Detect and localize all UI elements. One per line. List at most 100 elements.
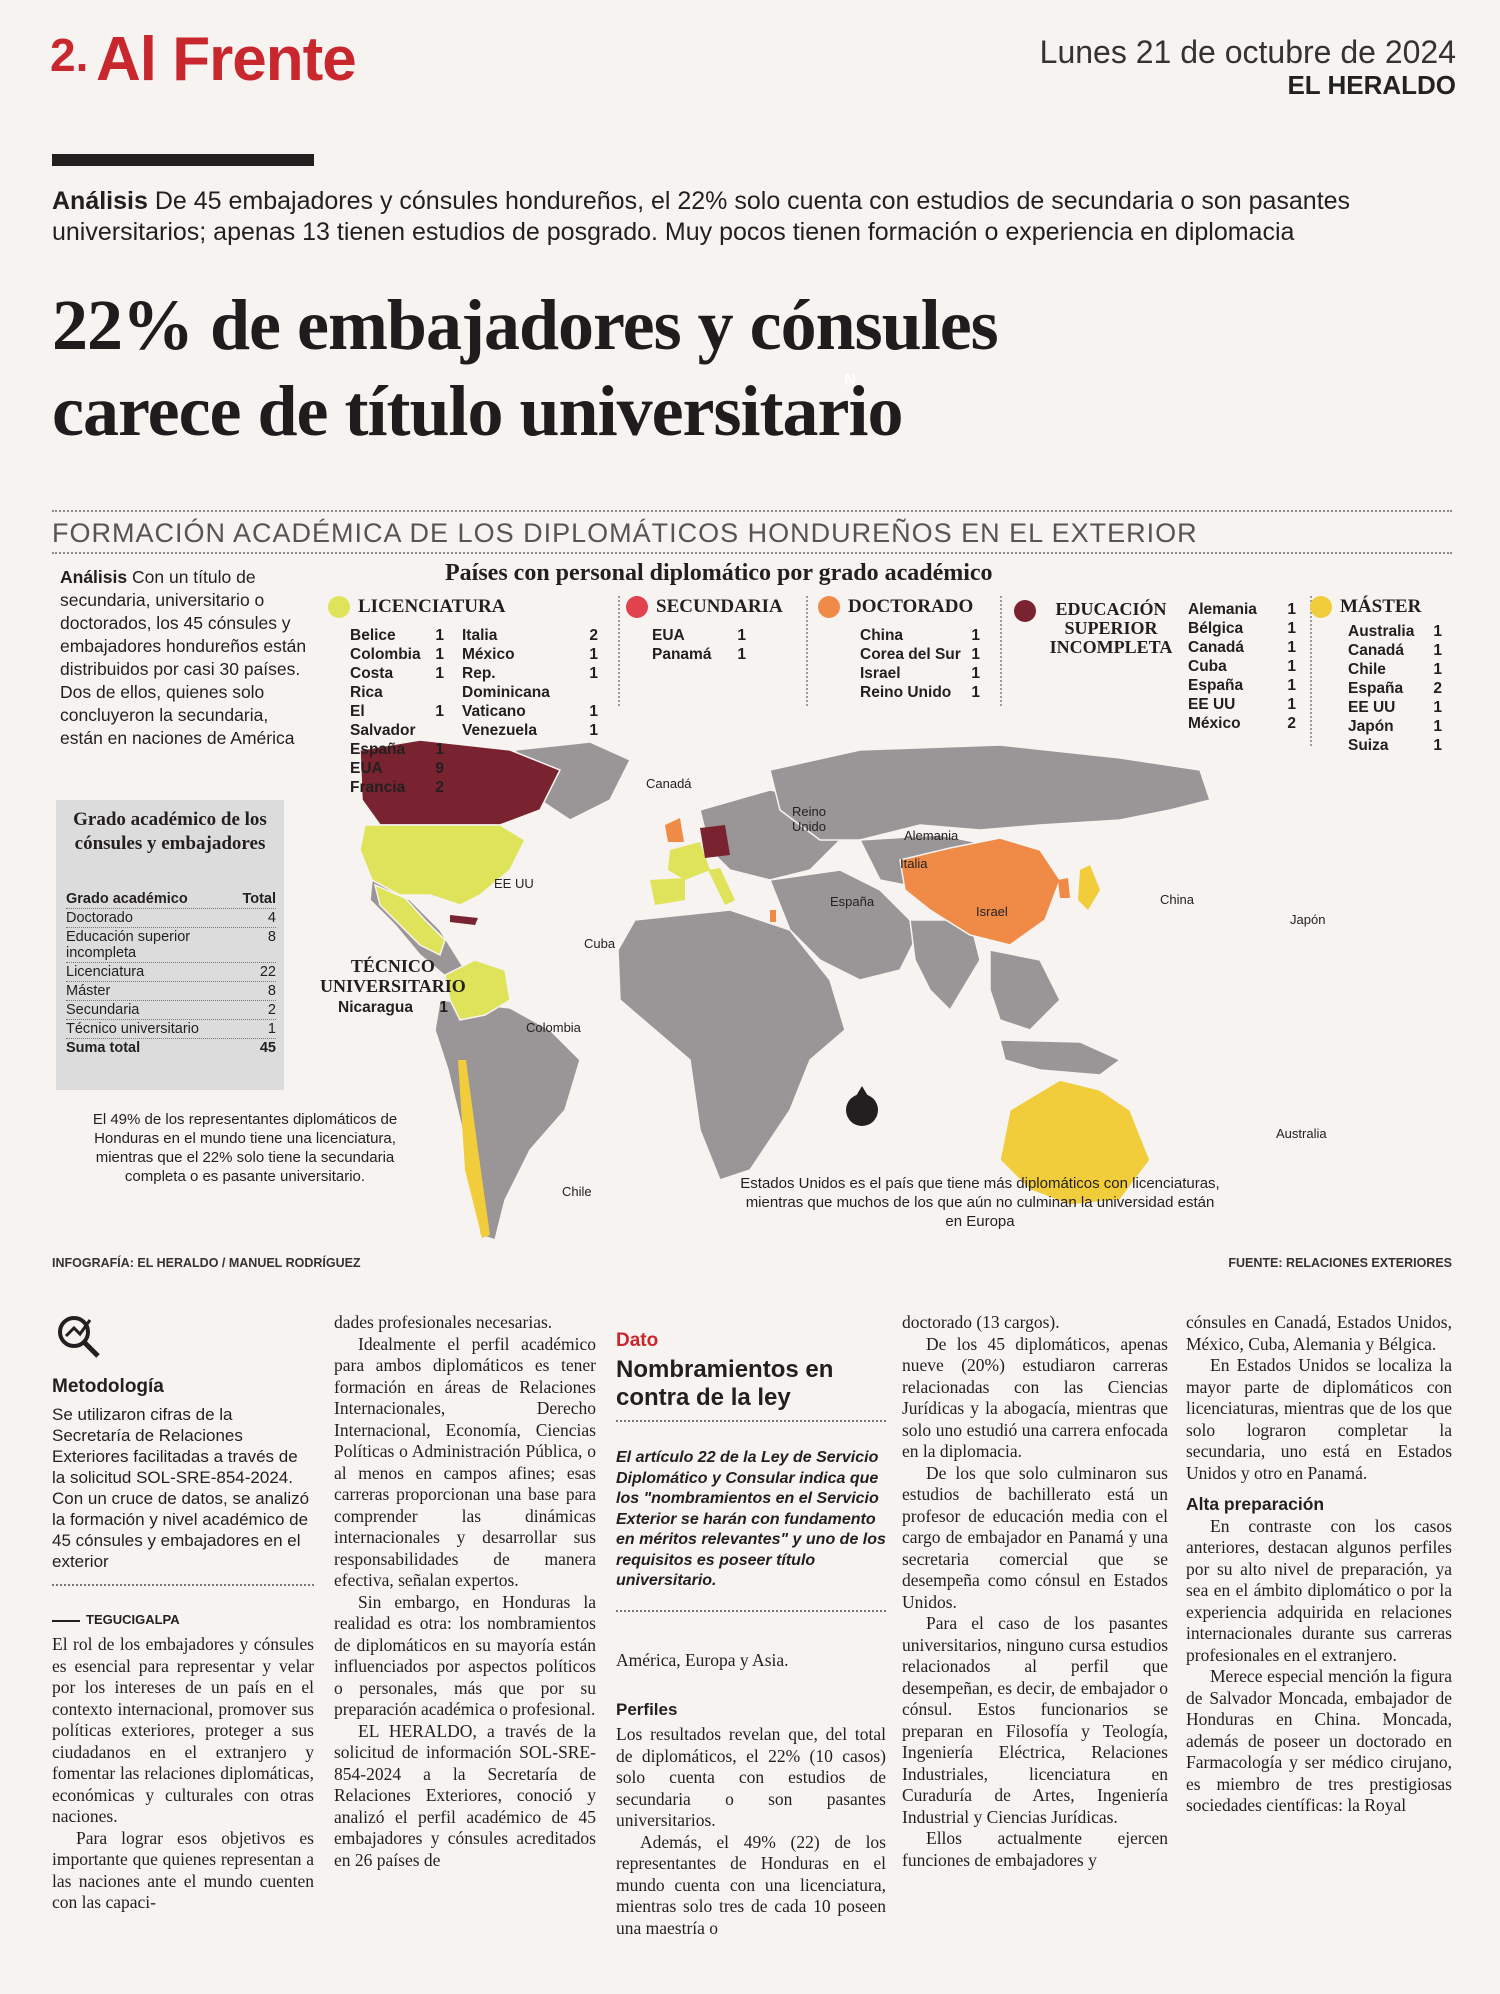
dato-rule-bottom (616, 1610, 886, 1612)
secundaria-row: Panamá 1 (652, 645, 746, 664)
table-col-total: Total (242, 891, 276, 907)
compass-arrow (856, 1086, 868, 1096)
table-cell-grado: Doctorado (66, 910, 133, 926)
country-name: México (462, 646, 515, 663)
doctorado-row: China 1 (860, 626, 980, 645)
methodology-title: Metodología (52, 1376, 164, 1397)
country-name: Venezuela (462, 722, 537, 739)
country-count: 1 (1287, 601, 1296, 618)
map-italy (708, 868, 735, 905)
doctorado-list: China 1 Corea del Sur 1 Israel 1 Reino Unido 1 (860, 626, 980, 702)
country-count: 1 (589, 665, 598, 682)
licenciatura-row: México 1 (462, 645, 598, 664)
tecnico-list: Nicaragua 1 (338, 998, 448, 1017)
article-column-1: El rol de los embajadores y cónsules es … (52, 1634, 314, 1914)
master-row: Chile 1 (1348, 660, 1442, 679)
map-label-australia: Australia (1276, 1126, 1327, 1141)
paragraph: Sin embargo, en Honduras la realidad es … (334, 1591, 596, 1720)
tecnico-row: Nicaragua 1 (338, 998, 448, 1017)
separator (618, 596, 620, 706)
master-row: España 2 (1348, 679, 1442, 698)
map-label-alemania: Alemania (904, 828, 959, 843)
graphic-analysis-text: Con un título de secundaria, universitar… (60, 567, 307, 748)
educacion-row: Canadá 1 (1188, 638, 1296, 657)
country-name: Suiza (1348, 737, 1389, 754)
map-chile (458, 1060, 490, 1238)
country-count: 1 (1433, 718, 1442, 735)
licenciatura-col2: Italia 2 México 1 Rep. Dominicana 1 Vaticano 1 V… (462, 626, 598, 740)
tecnico-label-2: UNIVERSITARIO (320, 976, 466, 996)
tecnico-label: TÉCNICO UNIVERSITARIO (320, 956, 466, 996)
table-header: Grado académico Total (66, 890, 276, 909)
world-map (359, 739, 1211, 1241)
map-spain (650, 878, 685, 905)
page-number: 2. (50, 29, 89, 81)
map-label-israel: Israel (976, 904, 1008, 919)
map-france (668, 842, 710, 880)
legend-master: MÁSTER (1310, 596, 1421, 618)
paragraph: América, Europa y Asia. (616, 1650, 789, 1670)
master-label: MÁSTER (1340, 596, 1422, 617)
country-count: 1 (1433, 661, 1442, 678)
licenciatura-dot (328, 596, 350, 618)
map-china (899, 837, 1061, 946)
map-japan (1078, 865, 1100, 910)
table-row: Educación superior incompleta 8 (66, 928, 276, 963)
table-cell-grado: Máster (66, 983, 111, 999)
country-count: 1 (589, 646, 598, 663)
article-column-2: dades profesionales necesarias. Idealmen… (334, 1312, 596, 1871)
licenciatura-row: EUA 9 (350, 759, 444, 778)
country-name: Cuba (1188, 658, 1227, 675)
paragraph: En contraste con los casos anteriores, d… (1186, 1515, 1452, 1665)
dateline: TEGUCIGALPA (52, 1612, 180, 1627)
map-label-italia: Italia (900, 856, 928, 871)
map-germany (700, 825, 730, 858)
paragraph: De los que solo culminaron sus estudios … (902, 1462, 1168, 1612)
table-col-grado: Grado académico (66, 891, 188, 907)
dato-text: El artículo 22 de la Ley de Servicio Dip… (616, 1449, 886, 1589)
headline-line-1: 22% de embajadores y cónsules (52, 285, 999, 365)
country-count: 1 (1287, 639, 1296, 656)
country-name: España (350, 741, 406, 758)
country-name: Australia (1348, 623, 1415, 640)
map-indonesia (999, 1039, 1122, 1076)
paragraph: En Estados Unidos se localiza la mayor p… (1186, 1355, 1452, 1483)
country-name: Alemania (1188, 601, 1257, 618)
paragraph: Para el caso de los pasantes universitar… (902, 1613, 1168, 1827)
country-name: España (1348, 680, 1404, 697)
master-row: Canadá 1 (1348, 641, 1442, 660)
doctorado-label: DOCTORADO (848, 596, 974, 617)
country-count: 1 (1287, 658, 1296, 675)
country-count: 1 (1433, 623, 1442, 640)
country-count: 1 (435, 646, 444, 663)
methodology-rule (52, 1584, 314, 1586)
country-count: 1 (1287, 696, 1296, 713)
educacion-row: España 1 (1188, 676, 1296, 695)
legend-doctorado: DOCTORADO (818, 596, 973, 618)
map-usa (359, 824, 526, 906)
educacion-row: Alemania 1 (1188, 600, 1296, 619)
country-count: 9 (435, 760, 444, 777)
map-colombia-venezuela (444, 959, 511, 1021)
graphic-rule-top (52, 510, 1452, 512)
map-south-america (434, 999, 581, 1241)
article-column-3b: Los resultados revelan que, del total de… (616, 1724, 886, 1939)
country-name: Corea del Sur (860, 646, 961, 663)
country-count: 1 (1287, 620, 1296, 637)
separator (1310, 596, 1312, 746)
map-label-canada: Canadá (646, 776, 692, 791)
deck: Análisis De 45 embajadores y cónsules ho… (52, 186, 1462, 248)
map-russia (769, 744, 1211, 841)
country-name: Nicaragua (338, 999, 413, 1016)
licenciatura-row: Colombia 1 (350, 645, 444, 664)
country-name: Japón (1348, 718, 1394, 735)
dato-title: Nombramientos en contra de la ley (616, 1356, 834, 1411)
country-count: 2 (1433, 680, 1442, 697)
dato-rule (616, 1420, 886, 1422)
paragraph: Los resultados revelan que, del total de… (616, 1724, 886, 1830)
article-column-5: cónsules en Canadá, Estados Unidos, Méxi… (1186, 1312, 1452, 1817)
chart-heading: Países con personal diplomático por grad… (445, 560, 993, 586)
paragraph: Ellos actualmente ejercen funciones de e… (902, 1828, 1168, 1870)
country-count: 1 (1433, 699, 1442, 716)
country-name: Vaticano (462, 703, 526, 720)
